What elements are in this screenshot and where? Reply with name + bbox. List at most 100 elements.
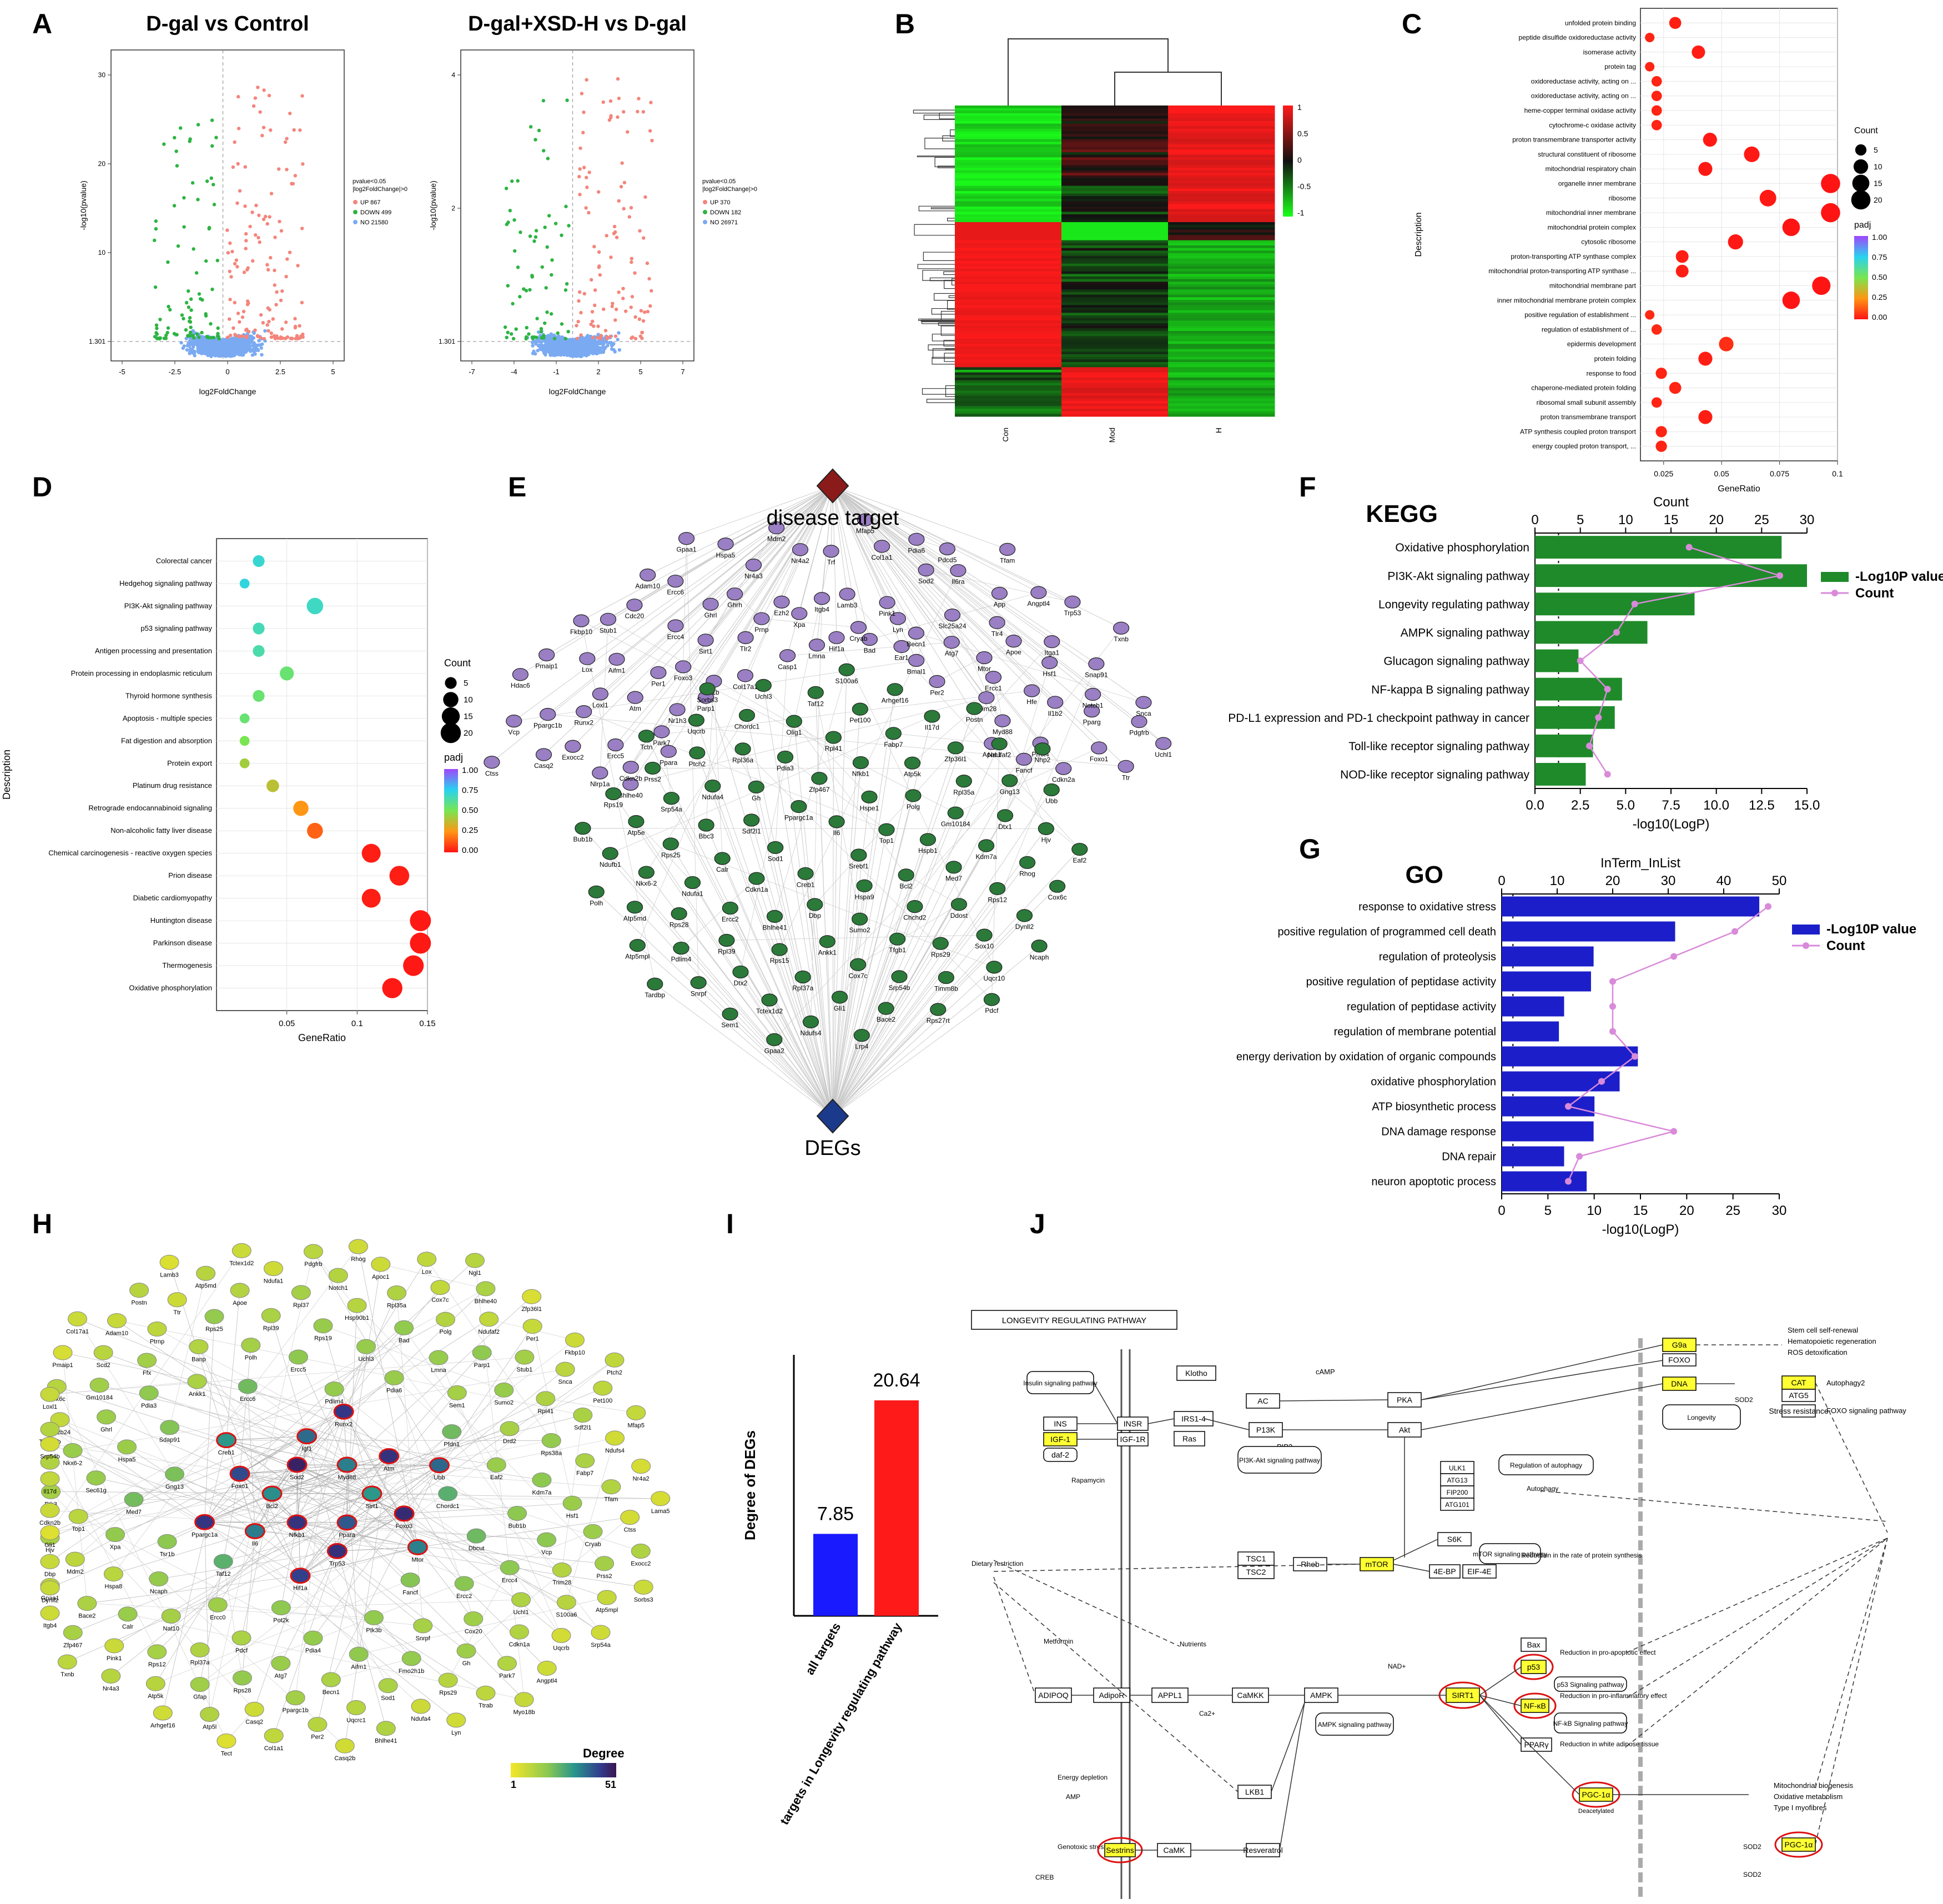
network-node-label: Uchl1 [1155,751,1172,758]
network-node-label: Parp1 [697,705,715,712]
data-point [1719,336,1734,351]
pathway-node-label: Akt [1399,1425,1410,1434]
pathway-node [1237,1565,1275,1579]
network-node [950,898,968,911]
network-node [1084,704,1100,718]
panel-label-f: F [1299,471,1316,503]
pathway-title-box [971,1310,1177,1330]
x-tick-label: 0.1 [1832,469,1843,478]
pathway-text: Ca2+ [1199,1710,1215,1717]
ppi-node-label: Uqcrc1 [346,1717,366,1724]
network-node [732,965,749,979]
top-tick-label: 15 [1664,513,1679,528]
data-point [1651,119,1662,130]
ppi-node [139,1385,159,1401]
ppi-node-label: Nr4a2 [633,1476,650,1483]
ppi-node [230,1283,250,1298]
ppi-node-label: Becn1 [323,1689,340,1696]
data-point [1782,218,1800,237]
ppi-node [40,1454,60,1470]
ppi-node-label: Pdcf [235,1647,248,1654]
network-node [878,823,895,836]
network-node-label: S100a6 [835,677,858,685]
network-node-label: Il6ra [952,578,965,586]
pathway-edge [993,1560,1180,1647]
ppi-node [429,1457,450,1474]
network-node [745,558,762,572]
network-node [640,568,656,582]
network-node-label: Pdia6 [908,546,925,554]
category-label: NOD-like receptor signaling pathway [1340,768,1529,781]
network-node [823,545,839,558]
heatmap-column-label: Con [1001,428,1010,442]
y-tick-label: 1.301 [439,338,455,345]
network-node [702,597,719,611]
ppi-node [394,1320,414,1335]
term-label: Chemical carcinogenesis - reactive oxyge… [48,849,212,857]
size-legend-label: 10 [464,695,473,705]
pathway-node-label: CaMK [1164,1846,1186,1855]
ppi-node [511,1592,531,1607]
network-node [852,756,869,770]
network-node-label: Ghrl [704,611,717,619]
ppi-node-label: Myd88 [338,1474,356,1481]
network-node-label: Bcl2 [900,882,913,890]
pathway-node-label: Klotho [1185,1369,1207,1378]
x-tick-label: 0.05 [279,1019,295,1028]
ppi-node-label: Adam10 [105,1330,128,1337]
chart-title: GO [1406,861,1443,888]
ppi-node [105,1527,125,1543]
term-label: organelle inner membrane [1558,179,1636,187]
network-node [947,806,964,820]
ppi-node [97,1409,117,1425]
count-point [1604,686,1611,693]
ppi-node-label: Pdia6 [386,1387,402,1394]
pathway-node-label: IGF-1R [1120,1435,1146,1444]
network-node-label: Park7 [653,739,671,747]
data-point [1655,368,1667,379]
data-point [1651,324,1662,335]
size-legend-label: 10 [1874,162,1882,171]
legend-label: UP 370 [710,199,731,206]
ppi-node-label: Chordc1 [436,1503,460,1510]
ppi-node-label: Parp1 [474,1362,490,1369]
y-tick-label: 4 [451,71,455,79]
x-tick-label: 0 [225,368,229,376]
ppi-node [40,1421,60,1437]
network-node [689,746,706,760]
ppi-node [285,1690,305,1706]
ppi-node [497,1656,517,1671]
x-tick-label: 7 [681,368,684,376]
ppi-node-label: Xpa [110,1544,121,1551]
network-node-label: Rpl35a [953,788,974,796]
network-node-label: Aifm1 [608,666,626,674]
ppi-node-label: Bcl2 [266,1503,278,1510]
network-node-label: Tfgb1 [889,946,906,954]
chart-title: KEGG [1366,500,1438,528]
network-node [1071,842,1088,856]
network-node-label: Nr4a3 [744,572,763,580]
x-tick-label: -2.5 [169,368,181,376]
pathway-node [1174,1431,1205,1446]
network-node-label: Calr [716,866,728,873]
pathway-node-label: PPARγ [1524,1740,1548,1749]
network-node [1064,595,1081,609]
ppi-node-label: Pet100 [593,1398,612,1404]
ppi-node [40,1554,60,1569]
count-point [1632,1053,1638,1060]
network-node [737,631,754,644]
bar [1535,621,1648,644]
ppi-node [204,1309,224,1324]
network-node [771,943,788,956]
network-node-label: Atp5mpl [625,953,650,961]
count-point [1604,771,1611,778]
ppi-node [89,1378,109,1393]
network-node-label: Exocc2 [562,753,584,761]
degs-label: DEGs [804,1137,860,1160]
network-nodes: Bhlhe40 Ear1 Parp1 Myd88 Lmna Ppara Per2 Col17a… [484,513,1172,1054]
pathway-node [1315,1712,1394,1736]
heatmap-scale-tick: 0.5 [1297,129,1308,138]
network-node-label: Ndufaf2 [988,751,1011,759]
ppi-node-label: Il6 [252,1540,259,1547]
network-node [898,868,914,882]
